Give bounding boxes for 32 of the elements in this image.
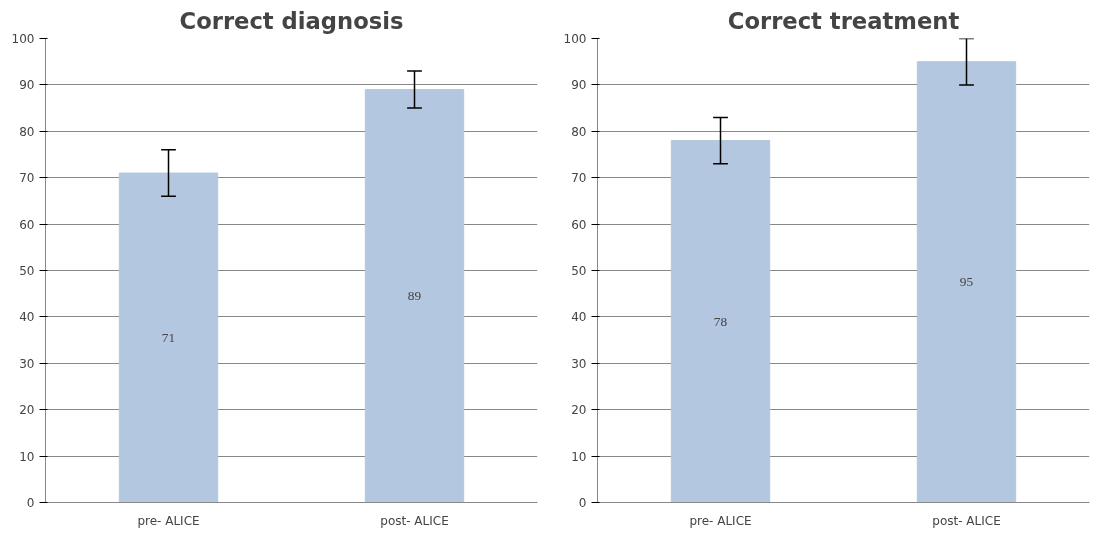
data-label: 89 [407, 288, 422, 304]
y-tick-label: 20 [19, 403, 35, 418]
y-tick-label: 80 [19, 124, 35, 139]
y-tick-label: 50 [571, 264, 587, 278]
data-label: 95 [959, 274, 974, 290]
x-tick-label: pre- ALICE [137, 513, 200, 528]
data-label: 78 [713, 313, 728, 329]
x-tick-label: post- ALICE [932, 513, 1001, 528]
y-tick-label: 50 [19, 264, 35, 278]
y-tick-label: 70 [571, 171, 587, 186]
data-label: 71 [161, 329, 176, 345]
y-tick-label: 80 [571, 124, 587, 139]
y-tick-label: 70 [19, 171, 35, 186]
y-tick-label: 0 [578, 496, 587, 510]
y-tick-label: 90 [19, 78, 35, 93]
y-tick-label: 100 [11, 32, 35, 46]
y-tick-label: 10 [571, 449, 587, 464]
x-tick-label: pre- ALICE [689, 513, 752, 528]
y-tick-label: 30 [19, 356, 35, 371]
y-tick-label: 40 [571, 310, 587, 325]
y-tick-label: 60 [19, 217, 35, 232]
y-tick-label: 10 [19, 449, 35, 464]
y-tick-label: 40 [19, 310, 35, 325]
chart-title: Correct diagnosis [179, 7, 404, 34]
y-tick-label: 100 [563, 32, 587, 46]
chart-title: Correct treatment [727, 7, 960, 34]
y-tick-label: 20 [571, 403, 587, 418]
y-tick-label: 90 [571, 78, 587, 93]
y-tick-label: 30 [571, 356, 587, 371]
x-tick-label: post- ALICE [380, 513, 449, 528]
y-tick-label: 0 [26, 496, 35, 510]
y-tick-label: 60 [571, 217, 587, 232]
